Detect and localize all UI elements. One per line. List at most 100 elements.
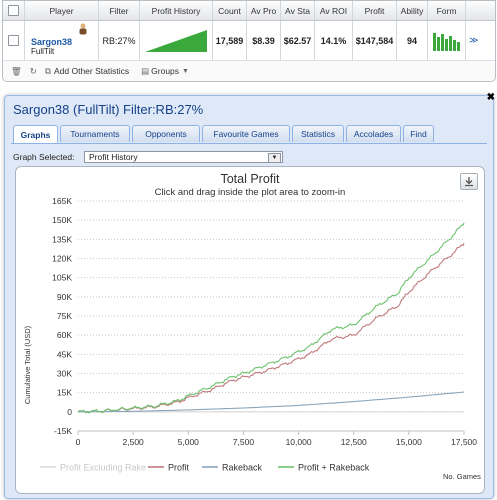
y-tick-label: 30K — [57, 369, 72, 379]
chart-legend[interactable]: Profit Excluding Rake Profit Rakeback Profi… — [40, 463, 370, 473]
x-axis-title: No. Games — [443, 472, 481, 481]
tab-opponents[interactable]: Opponents — [132, 125, 200, 142]
profit-cell: $147,584 — [353, 21, 397, 60]
col-count[interactable]: Count — [213, 1, 247, 20]
legend-item[interactable]: Rakeback — [222, 463, 263, 473]
graph-select-value: Profit History — [89, 152, 138, 162]
refresh-icon[interactable]: ↻ — [29, 65, 37, 76]
tab-statistics[interactable]: Statistics — [292, 125, 344, 142]
form-bar — [437, 36, 440, 51]
y-tick-label: 120K — [52, 254, 72, 264]
x-tick-label: 12,500 — [341, 437, 367, 447]
legend-item[interactable]: Profit — [168, 463, 190, 473]
form-cell — [428, 21, 466, 60]
download-chart-button[interactable] — [460, 173, 478, 190]
form-bar — [457, 41, 460, 51]
form-bar — [445, 38, 448, 51]
chart-panel: Total Profit Click and drag inside the p… — [15, 166, 485, 494]
x-tick-label: 10,000 — [286, 437, 312, 447]
player-graph-window: Sargon38 (FullTilt) Filter:RB:27% ✖ Grap… — [4, 92, 495, 499]
delete-icon[interactable]: 🗑 — [11, 65, 22, 76]
col-ability[interactable]: Ability — [397, 1, 428, 20]
chart-title: Total Profit — [220, 172, 280, 186]
form-bars-chart — [433, 32, 460, 51]
col-av-stake[interactable]: Av Sta — [281, 1, 315, 20]
col-profit[interactable]: Profit — [353, 1, 397, 20]
y-tick-label: 45K — [57, 349, 72, 359]
tab-underline — [11, 143, 487, 144]
chevron-down-icon[interactable]: ▼ — [268, 153, 281, 163]
form-bar — [433, 32, 436, 51]
y-tick-label: 15K — [57, 388, 72, 398]
x-tick-label: 2,500 — [123, 437, 145, 447]
y-tick-label: -15K — [54, 426, 72, 436]
av-stake-cell: $62.57 — [281, 21, 315, 60]
count-cell: 17,589 — [213, 21, 247, 60]
x-tick-label: 17,500 — [451, 437, 477, 447]
player-name-link[interactable]: Sargon38 — [31, 37, 73, 47]
y-axis-ticks: -15K 0 15K 30K 45K 60K 75K 90K 105K 120K 135K 150K 1… — [52, 196, 72, 436]
add-stats-button[interactable]: Add Other Statistics — [54, 66, 130, 76]
y-tick-label: 165K — [52, 196, 72, 206]
graph-select[interactable]: Profit History ▼ — [84, 151, 283, 163]
series-line-profit[interactable] — [77, 242, 465, 414]
graph-selected-label: Graph Selected: — [13, 152, 75, 162]
x-tick-label: 15,000 — [396, 437, 422, 447]
col-profit-history[interactable]: Profit History — [140, 1, 213, 20]
add-stats-icon[interactable]: ⧉ — [44, 65, 51, 76]
chart-grid — [78, 200, 464, 432]
player-cell: Sargon38 FullTilt — [25, 21, 99, 60]
col-av-profit[interactable]: Av Pro — [247, 1, 281, 20]
total-profit-chart[interactable]: Total Profit Click and drag inside the p… — [16, 167, 484, 493]
tab-favourite-games[interactable]: Favourite Games — [202, 125, 290, 142]
groups-button[interactable]: Groups — [151, 66, 180, 76]
y-tick-label: 60K — [57, 330, 72, 340]
player-site: FullTilt — [31, 47, 55, 56]
chart-subtitle: Click and drag inside the plot area to z… — [155, 187, 346, 198]
close-icon[interactable]: ✖ — [486, 92, 495, 103]
x-axis-ticks: 0 2,500 5,000 7,500 10,000 12,500 15,000 17,500 — [76, 431, 477, 447]
y-tick-label: 90K — [57, 292, 72, 302]
y-tick-label: 150K — [52, 215, 72, 225]
y-tick-label: 0 — [67, 407, 72, 417]
table-header: Player Filter Profit History Count Av Pr… — [3, 1, 495, 21]
ability-cell: 94 — [397, 21, 428, 60]
col-filter[interactable]: Filter — [99, 1, 140, 20]
select-all-cell[interactable] — [3, 1, 25, 20]
tab-tournaments[interactable]: Tournaments — [60, 125, 130, 142]
col-player[interactable]: Player — [25, 1, 99, 20]
player-avatar-icon — [79, 23, 87, 35]
window-title: Sargon38 (FullTilt) Filter:RB:27% — [13, 102, 204, 117]
profit-history-sparkline[interactable] — [140, 21, 213, 60]
x-tick-label: 0 — [76, 437, 81, 447]
tab-find[interactable]: Find — [403, 125, 434, 142]
x-tick-label: 7,500 — [233, 437, 255, 447]
player-stats-table: Player Filter Profit History Count Av Pr… — [2, 0, 496, 82]
filter-cell: RB:27% — [99, 21, 140, 60]
tab-accolades[interactable]: Accolades — [346, 125, 401, 142]
series-line-profit-rakeback[interactable] — [77, 222, 465, 414]
sparkline-chart — [145, 29, 207, 52]
y-tick-label: 105K — [52, 273, 72, 283]
chart-series — [77, 222, 465, 414]
row-checkbox[interactable] — [8, 35, 19, 46]
y-axis-title: Cumulative Total (USD) — [23, 325, 32, 404]
x-tick-label: 5,000 — [178, 437, 200, 447]
legend-item[interactable]: Profit Excluding Rake — [60, 463, 146, 473]
av-roi-cell: 14.1% — [315, 21, 353, 60]
row-select-cell[interactable] — [3, 21, 25, 60]
table-row[interactable]: Sargon38 FullTilt RB:27% 17,589 $8.39 $6… — [3, 21, 495, 61]
y-tick-label: 135K — [52, 234, 72, 244]
series-line-rakeback[interactable] — [78, 391, 465, 413]
form-bar — [441, 33, 444, 51]
legend-item[interactable]: Profit + Rakeback — [298, 463, 370, 473]
chevron-down-icon[interactable]: ▼ — [182, 67, 189, 75]
groups-icon[interactable]: ▤ — [141, 65, 150, 76]
download-icon — [465, 177, 473, 187]
select-all-checkbox[interactable] — [8, 5, 19, 16]
row-more-icon[interactable]: ≫ — [469, 35, 479, 45]
col-av-roi[interactable]: Av ROI — [315, 1, 353, 20]
form-bar — [453, 39, 456, 51]
tab-graphs[interactable]: Graphs — [13, 125, 58, 144]
col-form[interactable]: Form — [428, 1, 466, 20]
